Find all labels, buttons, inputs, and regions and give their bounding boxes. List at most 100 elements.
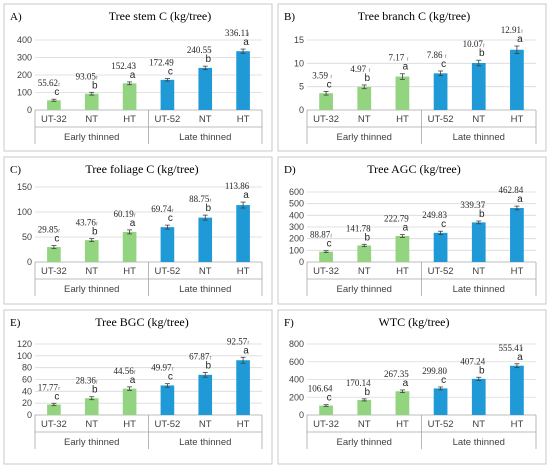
bar [160, 385, 175, 415]
panel-letter: E) [10, 317, 21, 329]
significance-letter: b [364, 232, 370, 243]
significance-letter: b [205, 203, 211, 214]
data-label: 555.41 [499, 343, 524, 353]
data-label: 240.55 [187, 45, 212, 55]
panel-letter: A) [10, 11, 22, 23]
data-label: 88.75 [189, 194, 210, 204]
significance-letter: b [205, 54, 211, 65]
bar [198, 67, 213, 110]
label-leader [330, 388, 333, 392]
significance-letter: b [479, 48, 485, 59]
y-tick-label: 0 [299, 105, 304, 115]
chart-panel-6: F) WTC (kg/tree)0200400600800c106.64UT-32… [277, 309, 547, 465]
data-label: 407.24 [460, 356, 485, 366]
y-tick-label: 100 [17, 351, 32, 361]
x-tick-label: HT [511, 419, 524, 430]
y-tick-label: 800 [289, 339, 304, 349]
significance-letter: a [517, 352, 523, 363]
y-tick-label: 200 [17, 70, 32, 80]
y-tick-label: 50 [22, 232, 32, 242]
data-label: 267.35 [384, 369, 409, 379]
x-tick-label: UT-52 [154, 114, 180, 125]
bar [395, 391, 410, 415]
y-tick-label: 40 [22, 386, 32, 396]
data-label: 113.86 [225, 181, 250, 191]
x-tick-label: UT-52 [428, 266, 454, 277]
label-leader [247, 32, 250, 37]
data-label: 462.84 [499, 185, 524, 195]
label-leader [172, 367, 174, 371]
x-tick-label: NT [85, 266, 98, 277]
significance-letter: c [327, 393, 332, 404]
significance-letter: a [403, 378, 409, 389]
x-tick-label: NT [85, 419, 98, 430]
data-label: 141.78 [346, 223, 371, 233]
label-leader [134, 213, 136, 217]
label-leader [445, 54, 447, 58]
bar [510, 49, 524, 110]
bar [47, 100, 61, 110]
significance-letter: a [130, 218, 136, 229]
label-leader [330, 234, 333, 238]
data-label: 43.76 [76, 218, 97, 228]
bar [236, 360, 250, 415]
group-label: Late thinned [453, 437, 505, 448]
label-leader [483, 360, 485, 365]
y-tick-label: 100 [17, 207, 32, 217]
bar [357, 399, 372, 415]
group-label: Early thinned [64, 437, 119, 448]
bar [84, 398, 99, 415]
y-tick-label: 400 [289, 375, 304, 385]
y-tick-label: 0 [27, 105, 32, 115]
bar [236, 51, 250, 110]
label-leader [445, 214, 447, 219]
data-label: 88.87 [310, 230, 331, 240]
data-label: 67.87 [189, 351, 210, 361]
significance-letter: c [327, 79, 332, 90]
label-leader [209, 198, 212, 203]
group-label: Early thinned [337, 284, 392, 295]
x-tick-label: UT-52 [154, 419, 180, 430]
label-leader [247, 340, 250, 345]
label-leader [58, 229, 60, 233]
x-tick-label: HT [123, 266, 136, 277]
significance-letter: a [517, 34, 523, 45]
significance-letter: a [243, 345, 249, 356]
data-label: 44.56 [113, 366, 134, 376]
data-label: 172.49 [149, 58, 174, 68]
label-leader [521, 189, 523, 194]
label-leader [368, 68, 371, 72]
y-tick-label: 400 [17, 35, 32, 45]
y-tick-label: 80 [22, 363, 32, 373]
data-label: 49.97 [151, 363, 172, 373]
label-leader [445, 370, 447, 374]
chart-title: Tree stem C (kg/tree) [109, 9, 212, 23]
bar [319, 93, 333, 110]
panel-frame [277, 156, 547, 305]
group-label: Late thinned [453, 284, 505, 295]
x-tick-label: NT [472, 114, 485, 125]
label-leader [247, 185, 250, 190]
data-label: 92.57 [227, 336, 248, 346]
y-tick-label: 600 [289, 357, 304, 367]
y-tick-label: 200 [289, 392, 304, 402]
data-label: 17.77 [38, 382, 59, 392]
y-tick-label: 600 [289, 187, 304, 197]
y-tick-label: 300 [17, 53, 32, 63]
label-leader [58, 82, 60, 87]
y-tick-label: 0 [27, 257, 32, 267]
data-label: 4.97 [350, 64, 366, 74]
data-label: 222.79 [384, 214, 409, 224]
data-label: 69.74 [151, 204, 172, 214]
data-label: 28.36 [76, 376, 97, 386]
label-leader [134, 65, 136, 69]
data-label: 29.85 [38, 225, 59, 235]
panel-frame [3, 309, 273, 465]
x-tick-label: HT [396, 266, 409, 277]
bar [47, 404, 61, 415]
significance-letter: c [441, 375, 446, 386]
chart-panel-3: C) Tree foliage C (kg/tree)050100150c29.8… [3, 156, 273, 305]
label-leader [521, 347, 523, 351]
